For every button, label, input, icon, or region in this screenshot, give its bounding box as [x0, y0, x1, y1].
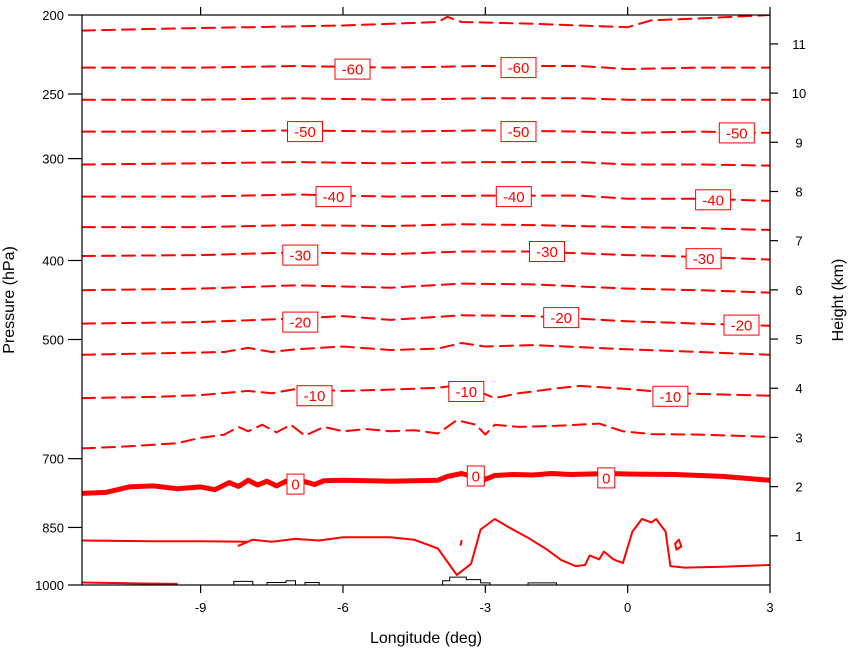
contour-label: -10	[652, 385, 689, 407]
contour-label: -20	[282, 311, 319, 333]
right-tick-label: 6	[795, 283, 802, 298]
contour-label-text: -40	[323, 189, 345, 206]
right-tick-label: 11	[792, 37, 806, 52]
left-tick-label: 200	[42, 8, 64, 23]
left-tick-label: 700	[42, 452, 64, 467]
contour-label: -40	[695, 189, 732, 211]
right-tick-label: 3	[795, 430, 802, 445]
contour-label: -20	[543, 307, 580, 329]
contour-label: -40	[495, 186, 532, 208]
contour-line	[82, 15, 770, 32]
terrain-outline	[233, 576, 557, 585]
contour-label-text: -60	[342, 62, 364, 79]
right-tick-label: 2	[795, 480, 802, 495]
contour-line	[674, 538, 683, 551]
contour-line	[82, 342, 770, 356]
contour-label-text: 0	[602, 470, 610, 487]
contour-line	[82, 314, 770, 327]
contour-line	[459, 539, 463, 546]
left-tick-label: 250	[42, 87, 64, 102]
contour-label: -30	[282, 244, 319, 266]
right-tick-label: 8	[795, 184, 802, 199]
right-tick-label: 5	[795, 332, 802, 347]
contour-label: -10	[296, 385, 333, 407]
right-tick-label: 9	[795, 135, 802, 150]
contour-label: -50	[718, 122, 755, 144]
contour-line	[82, 250, 770, 261]
contour-label-text: 0	[291, 477, 299, 494]
contour-label-text: -50	[508, 124, 530, 141]
x-tick-label: 3	[766, 600, 773, 615]
right-tick-label: 7	[795, 234, 802, 249]
left-axis-title: Pressure (hPa)	[1, 246, 18, 354]
x-tick-label: -6	[337, 600, 349, 615]
temperature-contours	[82, 15, 770, 585]
contour-line	[82, 193, 770, 202]
x-tick-label: -3	[480, 600, 492, 615]
x-axis-ticks: -9 -6 -3 0 3	[195, 7, 774, 615]
left-tick-label: 300	[42, 152, 64, 167]
contour-label-text: -50	[726, 125, 748, 142]
x-tick-label: 0	[624, 600, 631, 615]
contour-line	[82, 161, 770, 167]
contour-line	[82, 518, 770, 576]
contour-label: -50	[500, 121, 537, 143]
contour-label-text: -10	[660, 389, 682, 406]
contour-label-text: -30	[693, 251, 715, 268]
left-tick-label: 850	[42, 520, 64, 535]
contour-label: 0	[597, 467, 616, 489]
right-axis-ticks: 1 2 3 4 5 6 7 8 9 10 11	[770, 37, 806, 544]
contour-label-text: -40	[702, 192, 724, 209]
contour-label-text: -40	[503, 189, 525, 206]
contour-line	[82, 471, 770, 496]
x-axis-title: Longitude (deg)	[370, 630, 482, 647]
contour-label: -50	[287, 121, 323, 143]
contour-line	[82, 223, 770, 231]
right-tick-label: 4	[795, 381, 802, 396]
x-tick-label: -9	[195, 600, 207, 615]
left-tick-label: 1000	[35, 578, 64, 593]
contour-line	[82, 282, 770, 294]
plot-frame	[81, 14, 771, 586]
contour-label-text: -10	[304, 388, 326, 405]
contour-label-text: -20	[550, 310, 572, 327]
contour-label-text: -20	[731, 318, 753, 335]
contour-label: -40	[315, 186, 352, 208]
contour-line	[82, 65, 770, 71]
contour-label: 0	[466, 465, 485, 487]
right-tick-label: 10	[792, 86, 806, 101]
contour-label: -30	[529, 241, 565, 262]
left-axis-ticks: 1000 850 700 500 400 300 250 200	[35, 8, 82, 593]
contour-label: 0	[286, 473, 305, 495]
contour-label-text: -50	[294, 124, 316, 141]
contour-label-text: -30	[289, 248, 311, 265]
right-tick-label: 1	[795, 529, 802, 544]
contour-label-text: -60	[508, 60, 530, 77]
contour-line	[82, 419, 770, 450]
contour-label: -60	[500, 57, 537, 79]
right-axis-title: Height (km)	[830, 259, 847, 342]
contour-label-text: -10	[455, 384, 477, 401]
contour-line	[82, 581, 178, 585]
contour-line	[82, 97, 770, 101]
contour-label-text: -30	[536, 244, 558, 261]
contour-label: -60	[334, 58, 371, 80]
contour-labels: -60 -60 -50 -50 -50 -40 -40 -40 -30 -30 -30 -20 -20 -…	[282, 57, 760, 495]
contour-line	[82, 129, 770, 134]
contour-label: -10	[448, 381, 485, 402]
terrain-line	[233, 576, 557, 585]
left-tick-label: 400	[42, 253, 64, 268]
left-tick-label: 500	[42, 333, 64, 348]
contour-label-text: -20	[289, 315, 311, 332]
contour-label: -20	[723, 314, 760, 336]
contour-label: -30	[685, 248, 722, 270]
contour-label-text: 0	[472, 469, 480, 486]
